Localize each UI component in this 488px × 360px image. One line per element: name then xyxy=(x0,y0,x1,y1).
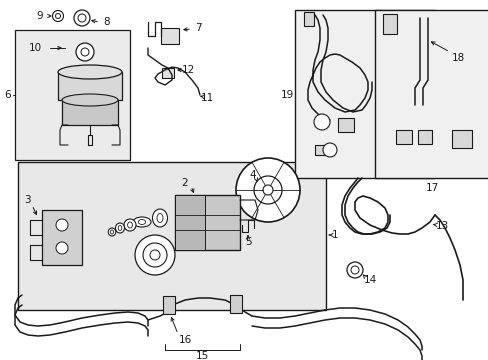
Circle shape xyxy=(74,10,90,26)
Circle shape xyxy=(55,13,61,18)
Bar xyxy=(451,130,471,148)
Circle shape xyxy=(78,14,86,22)
Ellipse shape xyxy=(118,225,122,230)
Circle shape xyxy=(52,10,63,22)
Bar xyxy=(382,14,396,34)
Bar xyxy=(163,296,175,314)
Bar xyxy=(374,10,488,178)
Text: 17: 17 xyxy=(425,183,438,193)
Bar xyxy=(417,130,431,144)
Circle shape xyxy=(56,242,68,254)
Circle shape xyxy=(142,243,167,267)
Text: 8: 8 xyxy=(103,17,110,27)
Text: 4: 4 xyxy=(249,170,256,180)
Bar xyxy=(62,100,118,125)
Circle shape xyxy=(253,176,282,204)
Bar xyxy=(42,210,82,265)
Ellipse shape xyxy=(133,217,151,227)
Text: 18: 18 xyxy=(450,53,464,63)
Circle shape xyxy=(76,43,94,61)
Ellipse shape xyxy=(110,230,113,234)
Text: 2: 2 xyxy=(182,178,188,188)
Text: 13: 13 xyxy=(434,221,447,231)
Text: 5: 5 xyxy=(244,237,251,247)
Ellipse shape xyxy=(157,213,163,222)
Circle shape xyxy=(263,185,272,195)
Circle shape xyxy=(135,235,175,275)
Text: 1: 1 xyxy=(331,230,338,240)
Circle shape xyxy=(350,266,358,274)
Bar xyxy=(175,195,240,250)
Bar xyxy=(304,12,313,26)
Circle shape xyxy=(236,158,299,222)
Text: 14: 14 xyxy=(363,275,376,285)
Text: 11: 11 xyxy=(200,93,213,103)
Text: 6: 6 xyxy=(5,90,11,100)
Text: 19: 19 xyxy=(280,90,293,100)
Text: 3: 3 xyxy=(23,195,30,205)
Ellipse shape xyxy=(138,220,145,225)
Circle shape xyxy=(150,250,160,260)
Text: 9: 9 xyxy=(37,11,43,21)
Ellipse shape xyxy=(152,209,167,227)
Ellipse shape xyxy=(62,94,118,106)
Bar xyxy=(229,295,242,313)
Ellipse shape xyxy=(124,219,136,231)
Text: 7: 7 xyxy=(194,23,201,33)
Circle shape xyxy=(323,143,336,157)
Text: 16: 16 xyxy=(178,335,191,345)
Ellipse shape xyxy=(108,228,116,236)
Bar xyxy=(15,30,130,160)
Circle shape xyxy=(313,114,329,130)
Text: 12: 12 xyxy=(181,65,194,75)
Ellipse shape xyxy=(58,65,122,79)
Text: 10: 10 xyxy=(28,43,41,53)
Text: 15: 15 xyxy=(195,351,208,360)
Ellipse shape xyxy=(127,222,132,228)
Bar xyxy=(314,145,326,155)
Circle shape xyxy=(56,219,68,231)
Bar xyxy=(18,162,325,310)
Bar xyxy=(58,72,122,100)
Ellipse shape xyxy=(115,223,124,233)
Bar xyxy=(175,195,204,250)
Bar xyxy=(162,68,174,78)
Circle shape xyxy=(81,48,89,56)
Bar xyxy=(395,130,411,144)
Bar xyxy=(161,28,179,44)
Bar xyxy=(337,118,353,132)
Bar xyxy=(294,10,434,178)
Circle shape xyxy=(346,262,362,278)
